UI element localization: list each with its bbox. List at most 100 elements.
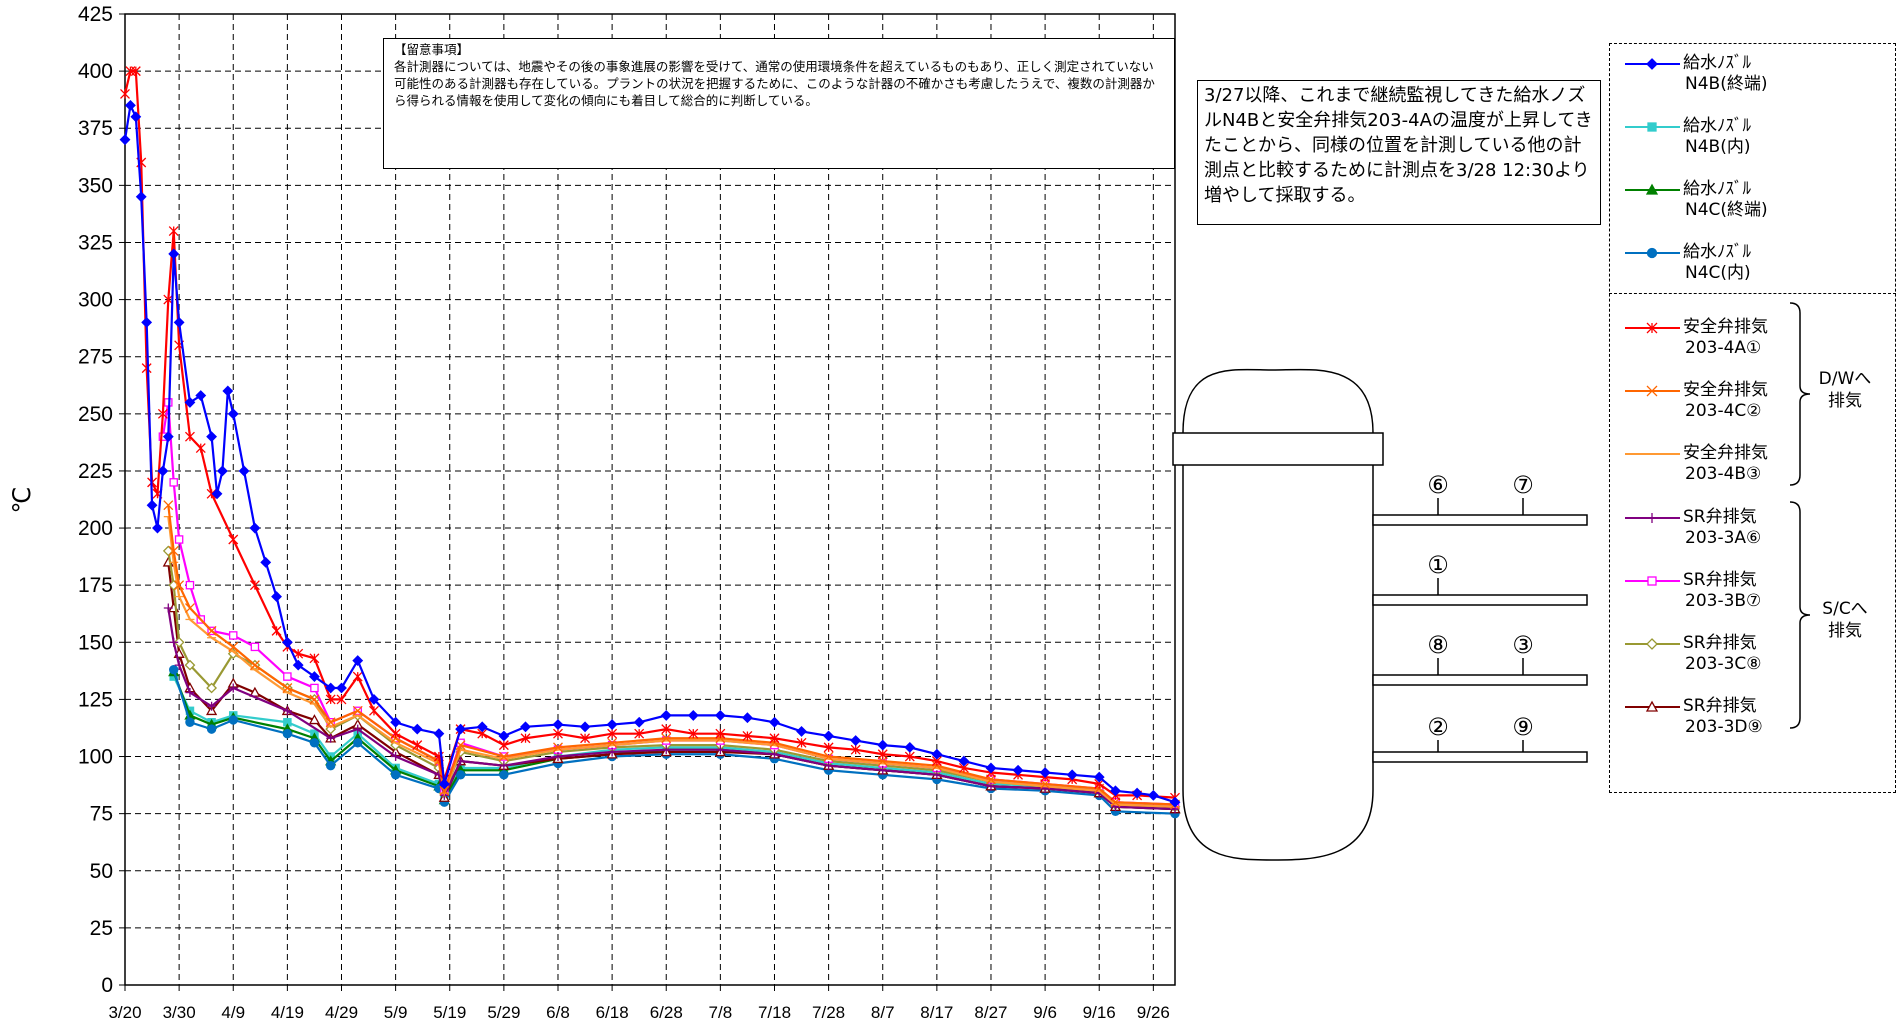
data-point bbox=[271, 625, 282, 636]
legend-item-code: 203-3B⑦ bbox=[1685, 591, 1762, 611]
x-tick-label: 6/8 bbox=[546, 1003, 570, 1022]
data-point bbox=[850, 735, 862, 746]
data-point bbox=[211, 488, 223, 500]
data-point bbox=[498, 751, 509, 762]
data-point bbox=[206, 724, 217, 734]
data-point bbox=[1131, 787, 1143, 799]
data-point bbox=[769, 749, 779, 759]
data-point bbox=[904, 751, 915, 762]
data-point bbox=[1012, 764, 1024, 776]
x-tick-label: 5/9 bbox=[384, 1003, 408, 1022]
data-point bbox=[553, 728, 563, 739]
data-point bbox=[411, 723, 423, 735]
data-point bbox=[877, 739, 889, 751]
data-point bbox=[634, 728, 645, 739]
data-point bbox=[438, 778, 450, 790]
data-point bbox=[162, 431, 174, 443]
legend-item: 給水ﾉｽﾞﾙ N4B(内) bbox=[1683, 116, 1751, 158]
data-point bbox=[228, 641, 239, 652]
group-label-line: S/Cへ bbox=[1822, 599, 1868, 619]
data-point bbox=[141, 363, 152, 374]
group-label-line: D/Wへ bbox=[1818, 369, 1872, 389]
data-point bbox=[184, 659, 196, 671]
data-point bbox=[352, 705, 363, 716]
data-point bbox=[877, 749, 888, 760]
sensor-point-label: ① bbox=[1427, 551, 1449, 579]
data-point bbox=[249, 580, 260, 591]
data-point bbox=[353, 738, 363, 748]
legend-item-name: 給水ﾉｽﾞﾙ bbox=[1683, 179, 1751, 199]
data-point bbox=[120, 89, 130, 99]
group-label-line: 排気 bbox=[1828, 391, 1862, 411]
legend-item-name: 安全弁排気 bbox=[1683, 380, 1768, 400]
exhaust-pipe bbox=[1372, 674, 1588, 686]
sensor-point-label: ② bbox=[1427, 713, 1449, 741]
data-point bbox=[169, 478, 178, 487]
data-point bbox=[146, 499, 158, 511]
data-point bbox=[206, 431, 218, 443]
data-point bbox=[353, 724, 363, 734]
data-point bbox=[824, 761, 834, 771]
data-point bbox=[228, 715, 238, 725]
group-label-line: 排気 bbox=[1828, 621, 1862, 641]
x-tick-label: 9/6 bbox=[1033, 1003, 1057, 1022]
x-tick-label: 8/17 bbox=[920, 1003, 953, 1022]
y-tick-label: 125 bbox=[78, 688, 113, 711]
legend-item-name: SR弁排気 bbox=[1683, 570, 1757, 590]
x-tick-label: 9/26 bbox=[1137, 1003, 1170, 1022]
data-point bbox=[498, 730, 510, 742]
data-point bbox=[823, 751, 834, 762]
data-point bbox=[433, 728, 445, 740]
legend-item-code: 203-4B③ bbox=[1685, 464, 1762, 484]
data-point bbox=[325, 717, 336, 728]
data-point bbox=[796, 725, 807, 737]
data-point bbox=[850, 744, 861, 755]
data-point bbox=[352, 655, 364, 666]
exhaust-pipe bbox=[1372, 514, 1588, 526]
data-point bbox=[520, 721, 531, 733]
data-point bbox=[135, 191, 147, 203]
series-line bbox=[167, 505, 1176, 806]
data-point bbox=[206, 625, 217, 636]
x-tick-label: 5/29 bbox=[487, 1003, 520, 1022]
data-point bbox=[227, 408, 239, 420]
x-tick-label: 8/7 bbox=[871, 1003, 895, 1022]
data-point bbox=[249, 660, 260, 671]
data-point bbox=[184, 431, 195, 442]
data-point bbox=[456, 756, 466, 766]
data-point bbox=[580, 733, 591, 744]
data-point bbox=[130, 111, 142, 123]
data-point bbox=[228, 631, 238, 640]
data-point bbox=[369, 705, 379, 716]
data-point bbox=[391, 752, 401, 762]
y-tick-label: 250 bbox=[78, 403, 113, 426]
reactor-diagram: ⑥ ⑦ ① ⑧ ③ ② ⑨ bbox=[1172, 368, 1588, 861]
data-point bbox=[1169, 796, 1181, 808]
plot-frame bbox=[124, 13, 1176, 986]
legend-item-name: 給水ﾉｽﾞﾙ bbox=[1683, 116, 1751, 136]
chart-series bbox=[119, 66, 1181, 819]
data-point bbox=[661, 745, 671, 755]
data-point bbox=[661, 733, 672, 744]
data-point bbox=[283, 672, 292, 681]
legend-item-code: 203-4C② bbox=[1685, 401, 1762, 421]
data-point bbox=[455, 770, 466, 780]
legend-item-code: 203-3A⑥ bbox=[1685, 528, 1762, 548]
data-point bbox=[1066, 769, 1078, 781]
x-tick-label: 6/18 bbox=[596, 1003, 629, 1022]
data-point bbox=[579, 721, 591, 733]
legend-item-name: SR弁排気 bbox=[1683, 696, 1757, 716]
data-point bbox=[163, 500, 174, 511]
data-point bbox=[308, 714, 321, 725]
data-point bbox=[336, 694, 347, 705]
chart-grid bbox=[125, 14, 1175, 985]
vessel-flange bbox=[1172, 432, 1384, 466]
legend-item: 給水ﾉｽﾞﾙ N4C(内) bbox=[1683, 242, 1751, 284]
data-point bbox=[292, 659, 304, 671]
data-point bbox=[931, 748, 943, 760]
data-point bbox=[325, 682, 337, 694]
x-tick-label: 8/27 bbox=[974, 1003, 1007, 1022]
data-point bbox=[352, 671, 363, 682]
series-line bbox=[167, 562, 1176, 811]
